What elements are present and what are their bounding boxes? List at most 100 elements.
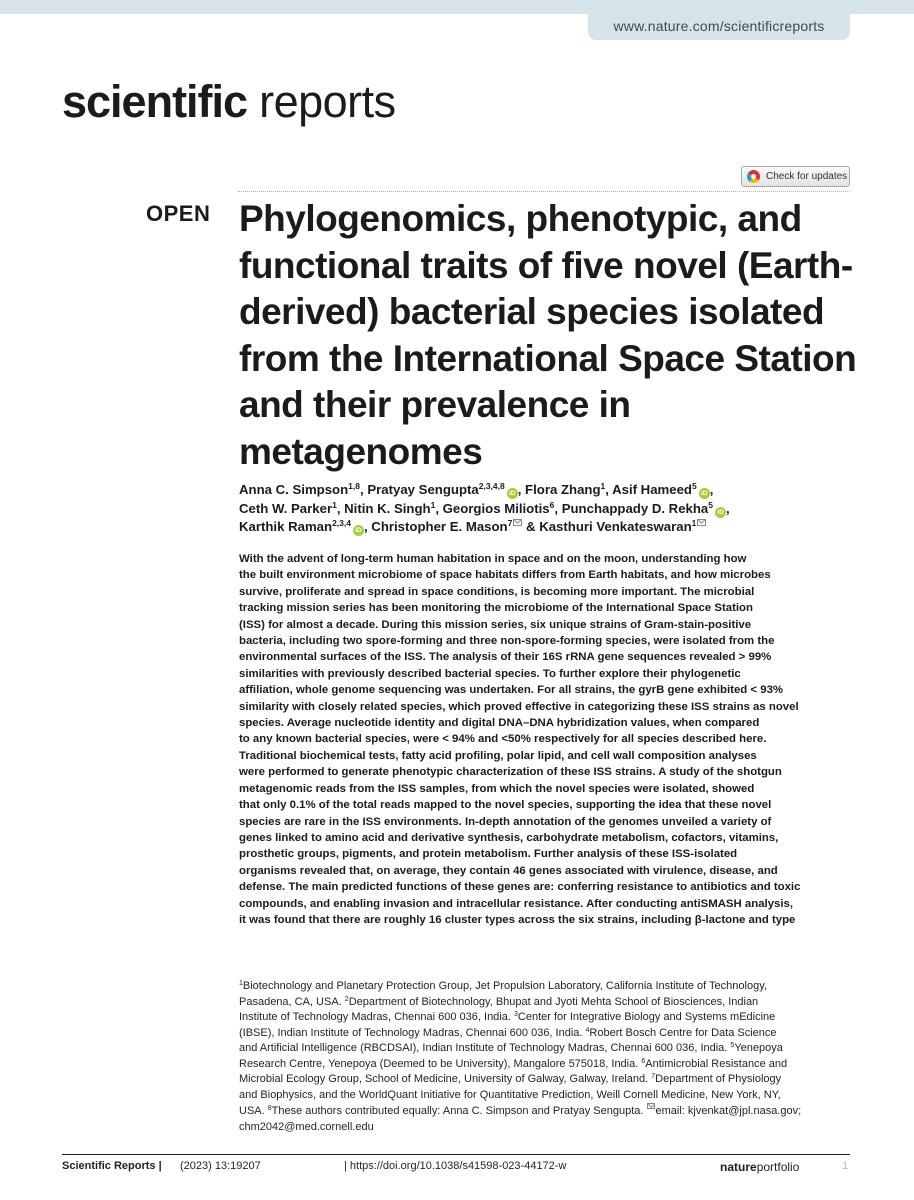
affiliation-line: Microbial Ecology Group, School of Medic…	[239, 1072, 851, 1088]
affiliation-line: USA. 8These authors contributed equally:…	[239, 1103, 851, 1120]
author-name[interactable]: , Asif Hameed	[605, 482, 692, 497]
article-title: Phylogenomics, phenotypic, and functiona…	[239, 198, 857, 472]
check-for-updates-label: Check for updates	[766, 171, 848, 182]
nature-portfolio-logo: natureportfolio	[720, 1160, 799, 1174]
abstract-line: to any known bacterial species, were < 9…	[239, 733, 767, 746]
affiliation-line: Pasadena, CA, USA. 2Department of Biotec…	[239, 995, 851, 1011]
footer-doi-link[interactable]: | https://doi.org/10.1038/s41598-023-441…	[344, 1160, 567, 1172]
author-name[interactable]: Karthik Raman	[239, 519, 333, 534]
affiliation-text: Center for Integrative Biology and Syste…	[517, 1011, 776, 1023]
affiliation-text: Research Centre, Yenepoya (Deemed to be …	[239, 1057, 642, 1070]
affiliation-text: email: kjvenkat@jpl.nasa.gov;	[655, 1105, 802, 1117]
affiliation-number: 4	[585, 1026, 590, 1034]
affiliation-text: Robert Bosch Centre for Data Science	[589, 1026, 777, 1039]
abstract-line: similarity with closely related species,…	[239, 700, 799, 713]
author-affiliation-ref: 5	[708, 499, 714, 510]
orcid-icon[interactable]: iD	[715, 506, 727, 518]
orcid-icon[interactable]: iD	[352, 525, 364, 536]
author-name[interactable]: , Flora Zhang	[517, 482, 601, 497]
affiliation-text: and Artificial Intelligence (RBCDSAI), I…	[239, 1042, 731, 1054]
abstract-line: similarities with previously described b…	[239, 667, 741, 680]
author-name[interactable]: , Pratyay Sengupta	[360, 482, 479, 497]
affiliation-number: 7	[651, 1073, 656, 1080]
footer-journal: Scientific Reports |	[62, 1160, 162, 1172]
affiliation-line: and Biophysics, and the WorldQuant Initi…	[239, 1088, 851, 1104]
footer-year-volume: (2023) 13:19207	[180, 1160, 261, 1172]
affiliation-text: Yenepoya	[734, 1042, 783, 1054]
affiliations: 1Biotechnology and Planetary Protection …	[239, 979, 851, 1135]
author-affiliation-ref: 1	[600, 481, 606, 491]
author-name[interactable]: , Georgios Miliotis	[435, 500, 550, 516]
author-separator: ,	[726, 500, 730, 516]
affiliation-text: Department of Physiology	[655, 1073, 782, 1085]
abstract-line: organisms revealed that, on average, the…	[239, 864, 778, 877]
author-affiliation-ref: 6	[549, 499, 555, 510]
author-name[interactable]: & Kasthuri Venkateswaran	[522, 519, 692, 534]
abstract-line: With the advent of long-term human habit…	[239, 553, 747, 565]
affiliation-line: chm2042@med.cornell.edu	[239, 1120, 851, 1136]
author-name[interactable]: , Punchappady D. Rekha	[554, 500, 709, 516]
affiliation-number: 1	[239, 980, 243, 987]
crossmark-icon	[747, 170, 760, 183]
abstract-line: environmental surfaces of the ISS. The a…	[239, 651, 772, 664]
logo-scientific: scientific	[62, 76, 248, 127]
affiliation-text: These authors contributed equally: Anna …	[271, 1105, 647, 1117]
open-access-label: OPEN	[146, 201, 211, 226]
abstract-line: tracking mission series has been monitor…	[239, 602, 753, 615]
orcid-icon[interactable]: iD	[698, 488, 710, 499]
author-list: Anna C. Simpson1,8, Pratyay Sengupta2,3,…	[239, 481, 851, 537]
logo-portfolio: portfolio	[756, 1160, 800, 1174]
author-separator: ,	[709, 482, 714, 497]
abstract-line: that only 0.1% of the total reads mapped…	[239, 799, 772, 812]
affiliation-line: Institute of Technology Madras, Chennai …	[239, 1010, 851, 1026]
abstract-line: (ISS) for almost a decade. During this m…	[239, 618, 752, 631]
affiliation-text: USA.	[239, 1105, 268, 1117]
affiliation-line: Research Centre, Yenepoya (Deemed to be …	[239, 1057, 851, 1073]
affiliation-text: Institute of Technology Madras, Chennai …	[239, 1011, 514, 1023]
email-envelope-icon	[647, 1103, 656, 1109]
orcid-icon[interactable]: iD	[506, 488, 518, 499]
author-name[interactable]: , Nitin K. Singh	[336, 500, 431, 516]
abstract: With the advent of long-term human habit…	[239, 551, 854, 928]
affiliation-text: and Biophysics, and the WorldQuant Initi…	[239, 1088, 781, 1101]
abstract-line: survive, proliferate and spread in space…	[239, 585, 755, 598]
abstract-line: metagenomic reads from the ISS samples, …	[239, 782, 755, 795]
affiliation-number: 6	[641, 1057, 646, 1065]
abstract-line: the built environment microbiome of spac…	[239, 569, 771, 582]
top-banner	[0, 0, 914, 14]
affiliation-text: chm2042@med.cornell.edu	[239, 1120, 374, 1133]
affiliation-text: Pasadena, CA, USA.	[239, 995, 345, 1008]
email-envelope-icon[interactable]	[697, 519, 707, 526]
affiliation-text: Biotechnology and Planetary Protection G…	[242, 980, 767, 992]
affiliation-line: 1Biotechnology and Planetary Protection …	[239, 979, 851, 995]
affiliation-line: and Artificial Intelligence (RBCDSAI), I…	[239, 1041, 851, 1057]
abstract-line: species. Average nucleotide identity and…	[239, 717, 760, 730]
logo-nature: nature	[720, 1160, 757, 1174]
author-name[interactable]: , Christopher E. Mason	[363, 519, 508, 534]
affiliation-number: 8	[267, 1105, 272, 1112]
journal-logo: scientific reports	[62, 76, 396, 128]
abstract-line: genes linked to amino acid and derivativ…	[239, 831, 779, 844]
author-affiliation-ref: 1	[332, 499, 337, 510]
affiliation-number: 5	[730, 1042, 735, 1049]
author-affiliation-ref: 2,3,4,8	[478, 481, 505, 491]
author-affiliation-ref: 5	[692, 481, 697, 491]
author-line: Ceth W. Parker1, Nitin K. Singh1, Georgi…	[239, 500, 851, 519]
author-affiliation-ref: 1	[430, 499, 436, 510]
journal-url[interactable]: www.nature.com/scientificreports	[588, 14, 850, 40]
check-for-updates-button[interactable]: Check for updates	[741, 166, 850, 187]
title-separator	[238, 191, 850, 192]
author-line: Karthik Raman2,3,4iD, Christopher E. Mas…	[239, 518, 851, 537]
abstract-line: species are rare in the ISS environments…	[239, 815, 772, 828]
author-name[interactable]: Anna C. Simpson	[239, 482, 349, 497]
abstract-line: defense. The main predicted functions of…	[239, 881, 801, 894]
author-name[interactable]: Ceth W. Parker	[239, 500, 333, 516]
abstract-line: bacteria, including two spore-forming an…	[239, 635, 775, 648]
abstract-line: affiliation, whole genome sequencing was…	[239, 684, 784, 697]
affiliation-text: Microbial Ecology Group, School of Medic…	[239, 1073, 652, 1085]
email-envelope-icon[interactable]	[513, 519, 523, 526]
affiliation-line: (IBSE), Indian Institute of Technology M…	[239, 1026, 851, 1042]
affiliation-text: (IBSE), Indian Institute of Technology M…	[239, 1026, 586, 1039]
author-affiliation-ref: 1	[691, 518, 697, 528]
abstract-line: it was found that there are roughly 16 c…	[239, 913, 796, 926]
